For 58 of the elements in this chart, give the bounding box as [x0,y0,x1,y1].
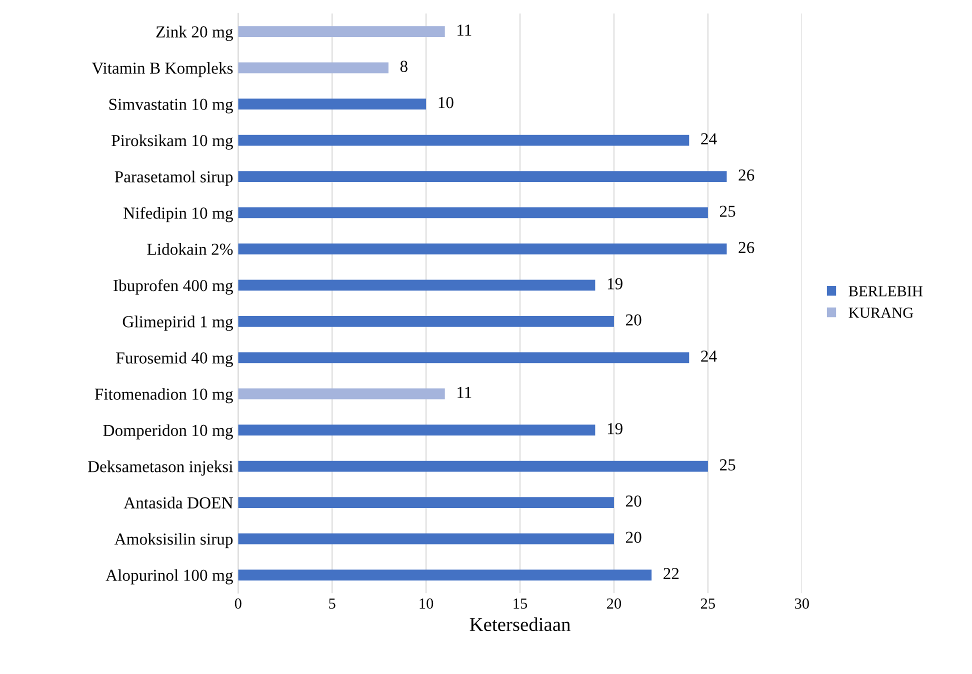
x-tick-label: 10 [420,598,434,609]
bar [238,244,727,254]
y-tick-label: Fitomenadion 10 mg [94,388,233,404]
y-tick-label: Vitamin B Kompleks [92,62,233,78]
bar [238,171,727,182]
y-tick-label: Domperidon 10 mg [103,424,233,440]
legend-label: BERLEBIH [848,286,923,296]
x-tick-label: 30 [794,598,809,609]
bar [238,533,614,544]
data-label: 24 [701,350,717,362]
bar [238,62,388,74]
y-tick-label: Lidokain 2% [147,243,233,255]
data-label: 11 [458,386,472,398]
y-tick-label: Antasida DOEN [124,496,233,508]
x-tick-label: 15 [514,598,528,609]
bar [238,424,596,436]
y-tick-label: Amoksisilin sirup [114,532,233,548]
y-tick-label: Furosemid 40 mg [116,352,233,368]
y-tick-label: Piroksikam 10 mg [112,134,233,150]
data-label: 22 [664,568,679,580]
bar [238,280,596,291]
x-axis-title: Ketersediaan [470,617,570,632]
data-label: 8 [400,60,408,72]
y-tick-label: Deksametason injeksi [88,460,233,476]
x-tick-label: 0 [234,598,242,609]
data-label: 19 [608,278,622,290]
x-tick-label: 20 [607,598,622,609]
x-tick-label: 25 [700,598,715,609]
bar [238,352,690,364]
y-tick-label: Glimepirid 1 mg [122,316,233,331]
y-tick-label: Parasetamol sirup [114,170,233,186]
bar [238,460,708,472]
data-label: 25 [720,459,736,470]
y-tick-label: Simvastatin 10 mg [109,98,233,114]
bar [238,388,445,400]
data-label: 26 [738,242,754,254]
legend-label: KURANG [848,308,914,318]
bar [238,316,614,327]
data-label: 25 [720,206,736,217]
y-tick-label: Zink 20 mg [156,26,233,41]
y-tick-label: Ibuprofen 400 mg [114,279,233,295]
bar [238,207,708,218]
data-label: 26 [738,169,754,181]
y-tick-label: Nifedipin 10 mg [124,206,233,222]
bar [238,134,690,146]
bar [238,570,652,580]
data-label: 10 [438,96,454,108]
x-tick-label: 5 [329,598,336,609]
data-label: 11 [458,24,472,36]
data-label: 19 [608,423,622,434]
bar [238,497,614,508]
data-label: 24 [701,133,717,144]
data-label: 20 [626,532,642,543]
data-label: 20 [626,314,642,326]
bar [238,98,426,110]
data-label: 20 [626,495,642,507]
bar [238,26,445,38]
y-tick-label: Alopurinol 100 mg [106,569,233,584]
